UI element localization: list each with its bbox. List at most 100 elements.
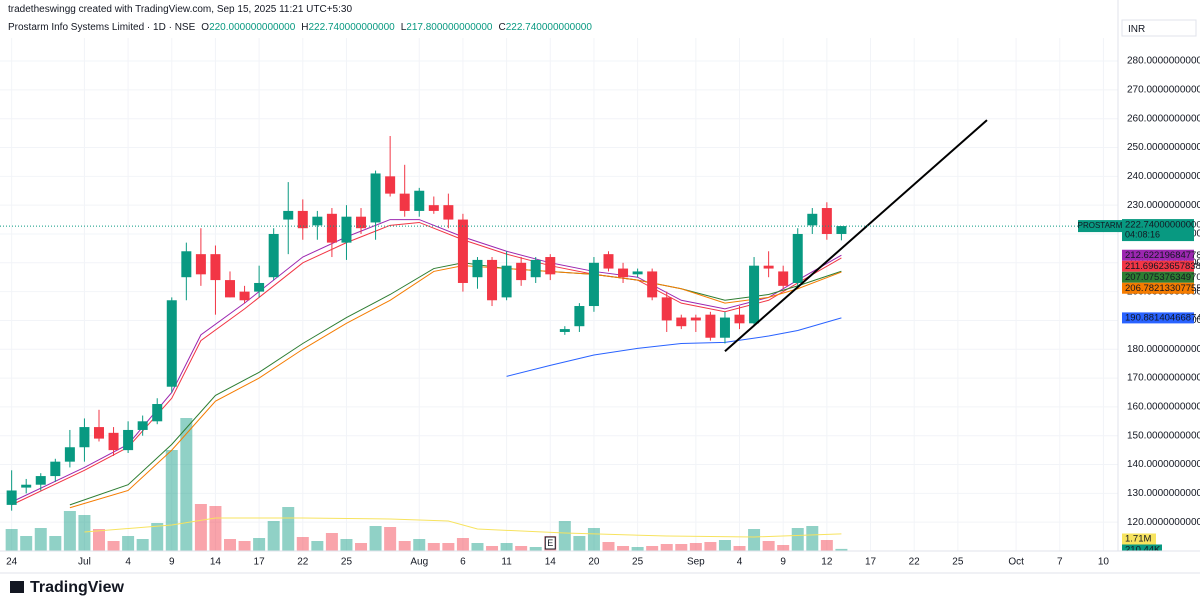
ma-badge [1122,271,1194,283]
volume-bar [718,540,731,551]
volume-bar [762,541,775,551]
candle-body [283,210,294,220]
x-tick-label: 11 [501,557,512,568]
earnings-label: E [547,538,553,548]
volume-bar [384,527,397,551]
x-tick-label: 4 [737,557,743,568]
volume-bar [427,543,440,551]
x-tick-label: 17 [254,557,266,568]
ma-badge [1122,260,1194,272]
logo-icon [10,581,24,593]
x-tick-label: Aug [410,557,428,568]
candle-body [268,233,279,278]
candle-body [326,213,337,243]
volume-bar [442,543,455,551]
logo[interactable]: TradingView [10,579,124,597]
ma-badge [1122,282,1194,294]
trendline [724,119,988,353]
volume-bar [456,538,469,551]
x-axis-bg [0,551,1200,609]
volume-bar [340,539,353,551]
candle-body [792,233,803,283]
moving-average [506,317,842,377]
volume-bar [558,521,571,551]
credit: tradetheswingg created with TradingView.… [8,4,353,15]
candle-body [181,251,192,278]
x-tick-label: 17 [865,557,877,568]
x-tick-label: 22 [909,557,921,568]
candle-body [399,193,410,211]
x-tick-label: 4 [125,557,131,568]
candle-body [690,317,701,321]
legend: Prostarm Info Systems Limited · 1D · NSE… [8,22,592,33]
ohlc-value: 220.000000000000 [209,22,296,33]
candle-body [559,329,570,332]
volume-bar [325,533,338,551]
ohlc-value: 217.800000000000 [406,22,493,33]
volume-bar [777,545,790,551]
candle-body [210,254,221,281]
x-tick-label: 25 [341,557,353,568]
y-tick-label: 230.000000000000 [1127,200,1200,211]
volume-bar [151,523,164,551]
candle-body [778,271,789,286]
x-tick-label: 20 [588,557,600,568]
volume-bar [675,544,688,551]
x-tick-label: 25 [632,557,644,568]
candle-body [239,291,250,301]
volume-bar [78,515,91,551]
candle-body [108,432,119,451]
volume-ma-badge [1122,533,1156,545]
candle-body [370,173,381,223]
candle-body [385,176,396,194]
candle-body [123,429,134,451]
x-tick-label: 6 [460,557,466,568]
candle-body [676,317,687,327]
candle-body [93,427,104,439]
candle-body [35,476,46,485]
candle-body [6,490,17,505]
ohlc-key: C [498,22,506,33]
volume-bar [224,539,237,551]
volume-bar [748,529,761,551]
candle-body [312,216,323,226]
candle-body [632,271,643,275]
x-tick-label: 9 [169,557,175,568]
candle-body [472,259,483,278]
candle-body [152,404,163,422]
x-tick-label: Oct [1008,557,1024,568]
volume-ma-label: 1.71M [1125,534,1151,545]
candle-body [414,190,425,211]
ma-label: 190.88140466874 [1125,312,1200,323]
volume-bar [20,536,33,551]
volume-bar [282,507,295,551]
ohlc-value: 222.740000000000 [308,22,395,33]
volume-bar [209,506,222,551]
candle-body [705,314,716,338]
candle-body [341,216,352,243]
volume-bar [311,541,324,551]
candle-body [588,262,599,307]
candle-body [545,257,556,275]
y-tick-label: 180.000000000000 [1127,344,1200,355]
volume-bar [733,546,746,551]
candle-body [530,259,541,278]
volume-bar [835,548,848,551]
volume-bar [573,536,586,551]
candle-body [21,484,32,488]
ma-label: 212.62219684778 [1125,250,1200,261]
x-tick-label: 22 [297,557,309,568]
candle-body [356,216,367,229]
candle-body [137,421,148,430]
candle-body [166,300,177,387]
y-tick-label: 250.000000000000 [1127,142,1200,153]
ohlc-item: O220.000000000000 [201,22,295,33]
volume-badge [1122,544,1162,556]
last-price-badge [1122,219,1194,242]
volume-bar [107,541,120,551]
volume-bar [355,543,368,551]
x-tick-label: Jul [78,557,91,568]
y-tick-label: 150.000000000000 [1127,430,1200,441]
candle-body [719,317,730,338]
